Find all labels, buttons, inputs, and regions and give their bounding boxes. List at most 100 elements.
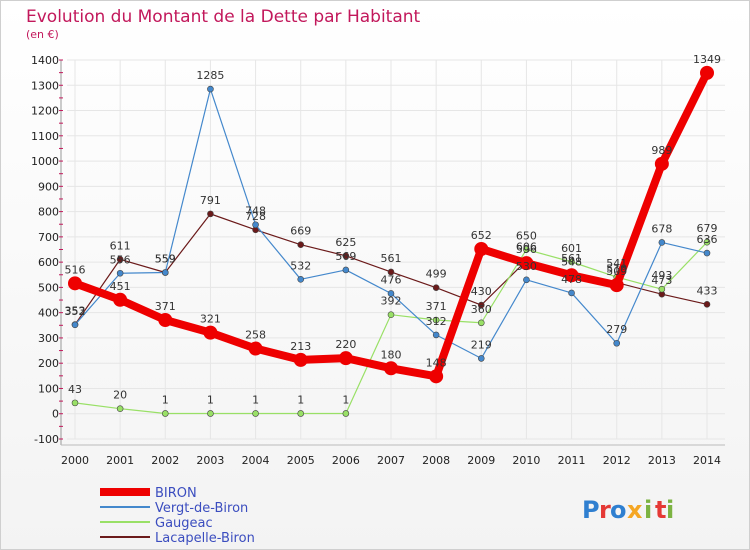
data-point-Gaugeac: [252, 410, 259, 417]
y-tick-label: 1100: [31, 130, 59, 143]
data-point-Lacapelle-Biron: [432, 284, 440, 291]
data-point-Gaugeac: [523, 246, 530, 253]
data-label-Gaugeac: 360: [471, 303, 492, 316]
data-point-Lacapelle-Biron: [387, 268, 395, 276]
x-tick-label: 2011: [558, 454, 586, 467]
data-point-BIRON: [293, 352, 308, 367]
data-point-BIRON: [338, 351, 353, 366]
data-label-Gaugeac: 1: [162, 393, 169, 406]
data-point-BIRON: [203, 325, 218, 340]
data-label-Gaugeac: 392: [381, 295, 402, 308]
data-label-Vergt-de-Biron: 530: [516, 260, 537, 273]
data-label-Gaugeac: 679: [697, 222, 718, 235]
data-point-Vergt-de-Biron: [477, 355, 485, 362]
data-point-Gaugeac: [387, 311, 395, 318]
x-tick-label: 2012: [603, 454, 631, 467]
data-label-BIRON: 148: [426, 356, 447, 369]
axes: 2000 2001 2002 2003 2004 2005 2006 2007 2008 2009…: [31, 54, 725, 467]
x-tick-label: 2014: [693, 454, 721, 467]
data-point-Vergt-de-Biron: [342, 266, 350, 274]
data-label-Gaugeac: 371: [426, 300, 447, 313]
data-point-Vergt-de-Biron: [297, 276, 305, 283]
data-label-Vergt-de-Biron: 569: [335, 250, 356, 263]
data-label-Vergt-de-Biron: 476: [381, 273, 402, 286]
data-point-Gaugeac: [71, 399, 79, 407]
x-tick-label: 2003: [196, 454, 224, 467]
data-point-Gaugeac: [477, 319, 485, 327]
data-label-Lacapelle-Biron: 669: [290, 225, 311, 238]
data-label-BIRON: 509: [606, 265, 627, 278]
x-tick-label: 2009: [467, 454, 495, 467]
x-tick-label: 2001: [106, 454, 134, 467]
data-label-BIRON: 213: [290, 340, 311, 353]
chart-title: Evolution du Montant de la Dette par Hab…: [26, 7, 421, 27]
data-point-Lacapelle-Biron: [116, 256, 124, 263]
data-label-Lacapelle-Biron: 728: [245, 210, 266, 223]
data-point-BIRON: [248, 341, 263, 356]
data-point-Vergt-de-Biron: [703, 249, 711, 257]
data-label-Vergt-de-Biron: 478: [561, 273, 582, 286]
x-tick-label: 2000: [61, 454, 89, 467]
logo-letter: x: [627, 496, 643, 524]
data-point-Gaugeac: [658, 285, 666, 293]
data-label-BIRON: 548: [561, 255, 582, 268]
x-tick-label: 2013: [648, 454, 676, 467]
data-label-Vergt-de-Biron: 532: [290, 259, 311, 272]
data-point-Gaugeac: [342, 410, 350, 417]
y-tick-label: 200: [38, 357, 59, 370]
data-label-Gaugeac: 1: [207, 393, 214, 406]
data-label-Gaugeac: 1: [342, 393, 349, 406]
data-point-BIRON: [700, 65, 714, 80]
data-label-Lacapelle-Biron: 559: [155, 252, 176, 265]
data-point-Lacapelle-Biron: [477, 301, 485, 309]
y-tick-label: 1200: [31, 105, 59, 118]
y-tick-label: 400: [38, 307, 59, 320]
data-label-Lacapelle-Biron: 473: [651, 274, 672, 287]
y-tick-label: -100: [34, 433, 59, 446]
data-label-Lacapelle-Biron: 625: [335, 236, 356, 249]
data-point-BIRON: [68, 276, 82, 291]
data-point-Lacapelle-Biron: [703, 301, 711, 308]
data-label-Gaugeac: 43: [68, 383, 82, 396]
data-label-BIRON: 652: [471, 229, 492, 242]
data-point-Vergt-de-Biron: [432, 331, 440, 339]
data-label-BIRON: 989: [651, 144, 672, 157]
x-tick-label: 2008: [422, 454, 450, 467]
data-label-Vergt-de-Biron: 556: [110, 253, 131, 266]
data-label-BIRON: 451: [110, 280, 131, 293]
data-label-Lacapelle-Biron: 519: [606, 263, 627, 276]
data-label-BIRON: 1349: [693, 53, 721, 66]
y-tick-label: 1300: [31, 79, 59, 92]
legend-label-BIRON: BIRON: [155, 486, 197, 501]
data-point-Vergt-de-Biron: [252, 221, 259, 229]
data-label-Lacapelle-Biron: 561: [381, 252, 402, 265]
data-point-Gaugeac: [116, 405, 124, 412]
data-point-Gaugeac: [297, 410, 305, 417]
data-label-Vergt-de-Biron: 312: [426, 315, 447, 328]
data-label-Gaugeac: 601: [561, 242, 582, 255]
data-point-BIRON: [429, 369, 444, 384]
data-point-BIRON: [564, 268, 579, 283]
data-point-Vergt-de-Biron: [658, 239, 666, 246]
data-label-Gaugeac: 1: [252, 393, 259, 406]
data-label-Lacapelle-Biron: 433: [697, 284, 718, 297]
x-tick-label: 2010: [512, 454, 540, 467]
x-tick-label: 2005: [287, 454, 315, 467]
y-tick-label: 1000: [31, 155, 59, 168]
data-label-Vergt-de-Biron: 748: [245, 205, 266, 218]
data-point-Vergt-de-Biron: [116, 269, 124, 277]
logo-letter: o: [610, 496, 627, 524]
data-point-Gaugeac: [207, 410, 214, 417]
legend: BIRONVergt-de-BironGaugeacLacapelle-Biro…: [100, 486, 255, 546]
data-point-BIRON: [654, 156, 669, 171]
data-label-Lacapelle-Biron: 430: [471, 285, 492, 298]
data-point-Vergt-de-Biron: [161, 269, 169, 276]
x-tick-label: 2007: [377, 454, 405, 467]
y-tick-label: 500: [38, 281, 59, 294]
data-label-BIRON: 220: [335, 338, 356, 351]
data-label-Vergt-de-Biron: 352: [65, 305, 86, 318]
data-label-Vergt-de-Biron: 219: [471, 338, 492, 351]
